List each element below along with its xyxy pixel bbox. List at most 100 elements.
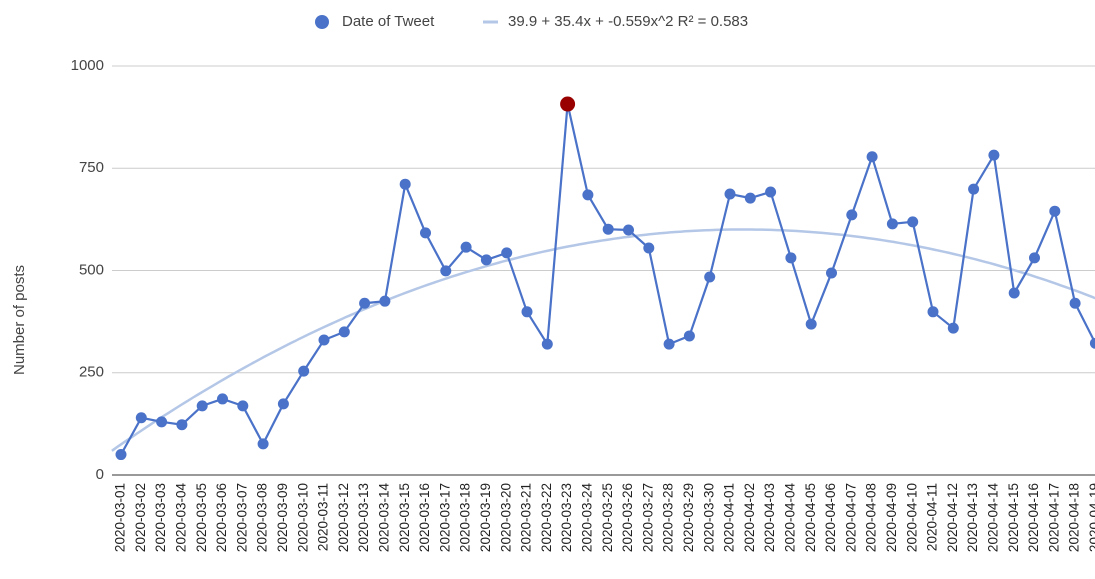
data-point (683, 330, 695, 342)
data-point (805, 318, 817, 330)
x-tick-label: 2020-03-09 (275, 483, 290, 552)
data-point (846, 209, 858, 221)
data-point (724, 188, 736, 200)
data-point (988, 149, 1000, 161)
x-tick-label: 2020-03-16 (417, 483, 432, 552)
data-point (196, 400, 208, 412)
x-tick-label: 2020-04-04 (782, 483, 797, 553)
x-tick-label: 2020-04-09 (884, 483, 899, 552)
legend-label: Date of Tweet (342, 13, 435, 30)
data-point (643, 242, 655, 254)
x-tick-label: 2020-03-30 (701, 483, 716, 552)
data-point (318, 334, 330, 346)
data-point (237, 400, 249, 412)
x-tick-label: 2020-03-03 (153, 483, 168, 552)
x-tick-label: 2020-03-21 (519, 483, 534, 552)
x-tick-label: 2020-04-13 (965, 483, 980, 552)
x-tick-label: 2020-04-03 (762, 483, 777, 552)
x-tick-label: 2020-03-28 (661, 483, 676, 552)
data-point (257, 438, 269, 450)
x-tick-label: 2020-04-18 (1067, 483, 1082, 552)
x-tick-label: 2020-03-12 (336, 483, 351, 552)
x-tick-label: 2020-04-06 (823, 483, 838, 552)
x-tick-label: 2020-03-02 (133, 483, 148, 552)
x-tick-label: 2020-04-11 (925, 483, 940, 551)
x-tick-label: 2020-03-23 (559, 483, 574, 552)
data-point (704, 271, 716, 283)
data-point (176, 419, 188, 431)
x-tick-label: 2020-03-27 (640, 483, 655, 552)
x-tick-label: 2020-03-15 (397, 483, 412, 552)
x-tick-label: 2020-03-04 (173, 483, 188, 553)
y-tick-label: 0 (96, 466, 104, 483)
x-tick-label: 2020-04-08 (864, 483, 879, 552)
x-tick-label: 2020-04-19 (1087, 483, 1095, 552)
data-point (501, 247, 513, 259)
x-tick-label: 2020-03-18 (458, 483, 473, 552)
data-point (217, 393, 228, 405)
data-point (379, 295, 391, 307)
x-tick-label: 2020-03-26 (620, 483, 635, 552)
x-tick-label: 2020-03-22 (539, 483, 554, 552)
data-point (156, 416, 168, 428)
x-tick-label: 2020-04-05 (803, 483, 818, 552)
x-tick-label: 2020-04-16 (1026, 483, 1041, 552)
data-point (338, 326, 350, 338)
data-point (135, 412, 147, 424)
x-tick-label: 2020-03-10 (295, 483, 310, 552)
x-tick-label: 2020-03-11 (316, 483, 331, 551)
data-point (582, 189, 594, 201)
data-point (907, 216, 919, 228)
data-point (866, 151, 878, 163)
x-tick-label: 2020-04-02 (742, 483, 757, 552)
data-point (968, 183, 980, 195)
y-axis-label: Number of posts (11, 265, 28, 375)
x-tick-label: 2020-03-06 (214, 483, 229, 552)
x-tick-label: 2020-03-25 (600, 483, 615, 552)
y-tick-label: 750 (79, 159, 104, 176)
data-point (927, 306, 939, 318)
data-point (298, 365, 310, 377)
x-tick-label: 2020-03-05 (194, 483, 209, 552)
data-point (886, 218, 898, 230)
series-line (120, 103, 1095, 456)
data-point (1029, 252, 1040, 264)
y-tick-label: 1000 (71, 57, 104, 74)
y-tick-label: 500 (79, 261, 104, 278)
x-tick-label: 2020-04-14 (985, 483, 1000, 553)
highlight-point (560, 96, 576, 112)
data-point (663, 338, 675, 350)
data-point (744, 192, 756, 204)
data-point (480, 254, 492, 266)
x-tick-label: 2020-03-20 (498, 483, 513, 552)
data-point (765, 186, 777, 198)
data-point (623, 224, 634, 236)
data-point (521, 306, 533, 318)
x-tick-label: 2020-04-15 (1006, 483, 1021, 552)
data-point (1049, 205, 1061, 217)
y-tick-label: 250 (79, 364, 104, 381)
data-point (826, 267, 837, 279)
x-tick-label: 2020-03-29 (681, 483, 696, 552)
x-tick-label: 2020-03-24 (579, 483, 594, 553)
x-tick-label: 2020-03-08 (255, 483, 270, 552)
data-point (602, 223, 614, 235)
data-point (115, 449, 127, 461)
data-point (420, 227, 431, 239)
x-tick-label: 2020-03-19 (478, 483, 493, 552)
data-point (460, 241, 472, 253)
data-point (1008, 287, 1020, 299)
x-tick-label: 2020-04-12 (945, 483, 960, 552)
legend-marker (315, 15, 329, 29)
trendline (111, 228, 1095, 452)
data-point (541, 338, 553, 350)
data-point (277, 398, 289, 410)
legend-trend-label: 39.9 + 35.4x + -0.559x^2 R² = 0.583 (508, 13, 748, 30)
data-point (947, 322, 959, 334)
x-tick-label: 2020-03-13 (356, 483, 371, 552)
x-tick-label: 2020-04-17 (1046, 483, 1061, 552)
data-point (440, 265, 452, 277)
x-tick-label: 2020-04-01 (722, 483, 737, 552)
